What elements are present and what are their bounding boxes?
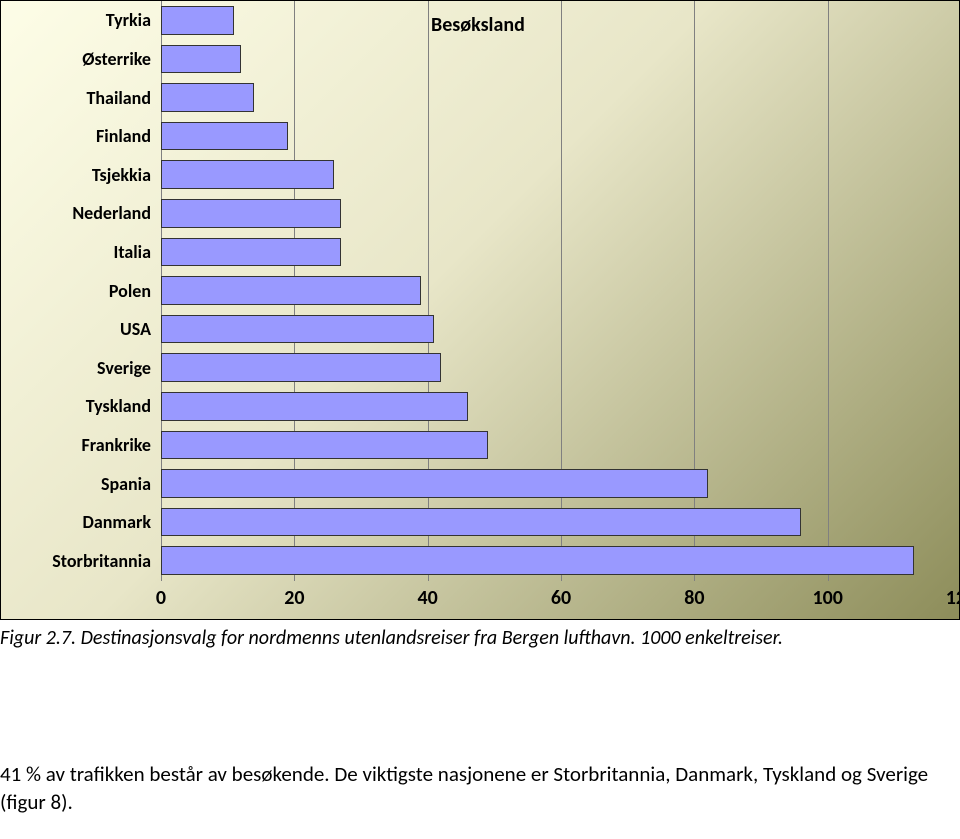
category-label: Finland bbox=[1, 125, 151, 147]
bar bbox=[161, 199, 341, 228]
bar bbox=[161, 392, 468, 421]
category-label: Thailand bbox=[1, 87, 151, 109]
category-label: Polen bbox=[1, 280, 151, 302]
x-tick-label: 20 bbox=[284, 586, 304, 610]
bar bbox=[161, 238, 341, 267]
bar-row bbox=[161, 78, 960, 117]
bar bbox=[161, 122, 288, 151]
x-tick-label: 120 bbox=[946, 586, 960, 610]
bar-row bbox=[161, 541, 960, 580]
bar bbox=[161, 469, 708, 498]
category-label: Sverige bbox=[1, 357, 151, 379]
chart-area: Tyrkia Østerrike Thailand Finland Tsjekkia Ne… bbox=[0, 0, 960, 620]
bar-row bbox=[161, 155, 960, 194]
category-label: Danmark bbox=[1, 511, 151, 533]
bar-row bbox=[161, 348, 960, 387]
category-label: Spania bbox=[1, 473, 151, 495]
bar bbox=[161, 83, 254, 112]
bar bbox=[161, 6, 234, 35]
bar-row bbox=[161, 426, 960, 465]
bar bbox=[161, 315, 434, 344]
category-label: Storbritannia bbox=[1, 550, 151, 572]
bar bbox=[161, 160, 334, 189]
x-tick-label: 60 bbox=[551, 586, 571, 610]
bar-row bbox=[161, 1, 960, 40]
x-tick-label: 80 bbox=[684, 586, 704, 610]
bar-row bbox=[161, 117, 960, 156]
category-label: Tyrkia bbox=[1, 9, 151, 31]
category-label: Tyskland bbox=[1, 395, 151, 417]
plot-region bbox=[161, 1, 960, 581]
bar bbox=[161, 45, 241, 74]
bar bbox=[161, 431, 488, 460]
bar bbox=[161, 353, 441, 382]
bar-row bbox=[161, 464, 960, 503]
x-tick-label: 40 bbox=[418, 586, 438, 610]
bar-row bbox=[161, 40, 960, 79]
bar-row bbox=[161, 310, 960, 349]
chart-legend: Besøksland bbox=[431, 13, 525, 37]
category-label: USA bbox=[1, 318, 151, 340]
category-label: Nederland bbox=[1, 202, 151, 224]
category-label: Tsjekkia bbox=[1, 164, 151, 186]
x-tick-label: 0 bbox=[156, 586, 166, 610]
figure-caption: Figur 2.7. Destinasjonsvalg for nordmenn… bbox=[0, 625, 940, 652]
x-tick-label: 100 bbox=[812, 586, 842, 610]
bar-row bbox=[161, 194, 960, 233]
bar-row bbox=[161, 271, 960, 310]
category-label: Østerrike bbox=[1, 48, 151, 70]
category-label: Frankrike bbox=[1, 434, 151, 456]
bar-row bbox=[161, 233, 960, 272]
bar bbox=[161, 276, 421, 305]
bar bbox=[161, 546, 914, 575]
bar-row bbox=[161, 503, 960, 542]
category-label: Italia bbox=[1, 241, 151, 263]
bar-row bbox=[161, 387, 960, 426]
body-paragraph: 41 % av trafikken består av besøkende. D… bbox=[0, 760, 940, 817]
bar bbox=[161, 508, 801, 537]
